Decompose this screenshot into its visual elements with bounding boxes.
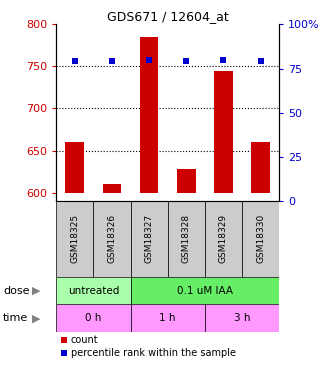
Title: GDS671 / 12604_at: GDS671 / 12604_at: [107, 10, 229, 23]
Text: 0.1 uM IAA: 0.1 uM IAA: [177, 285, 233, 296]
Text: ▶: ▶: [32, 313, 40, 323]
Bar: [56, 201, 93, 277]
Text: GSM18325: GSM18325: [70, 214, 79, 263]
Bar: [56, 277, 131, 304]
Text: dose: dose: [3, 285, 30, 296]
Bar: [93, 201, 131, 277]
Bar: [205, 201, 242, 277]
Bar: [168, 201, 205, 277]
Bar: [131, 201, 168, 277]
Text: time: time: [3, 313, 29, 323]
Text: 0 h: 0 h: [85, 313, 101, 323]
Text: GSM18330: GSM18330: [256, 214, 265, 264]
Text: 1 h: 1 h: [160, 313, 176, 323]
Text: untreated: untreated: [68, 285, 119, 296]
Bar: [214, 70, 233, 193]
Text: ▶: ▶: [32, 285, 40, 296]
Bar: [131, 304, 205, 332]
Text: GSM18328: GSM18328: [182, 214, 191, 263]
Text: GSM18329: GSM18329: [219, 214, 228, 263]
Text: GSM18326: GSM18326: [108, 214, 117, 263]
Text: 3 h: 3 h: [234, 313, 250, 323]
Bar: [177, 169, 195, 193]
Bar: [242, 201, 279, 277]
Bar: [131, 277, 279, 304]
Bar: [140, 37, 159, 193]
Bar: [103, 184, 121, 193]
Bar: [56, 304, 131, 332]
Bar: [251, 142, 270, 193]
Bar: [205, 304, 279, 332]
Bar: [65, 142, 84, 193]
Legend: count, percentile rank within the sample: count, percentile rank within the sample: [61, 335, 236, 358]
Text: GSM18327: GSM18327: [145, 214, 154, 263]
